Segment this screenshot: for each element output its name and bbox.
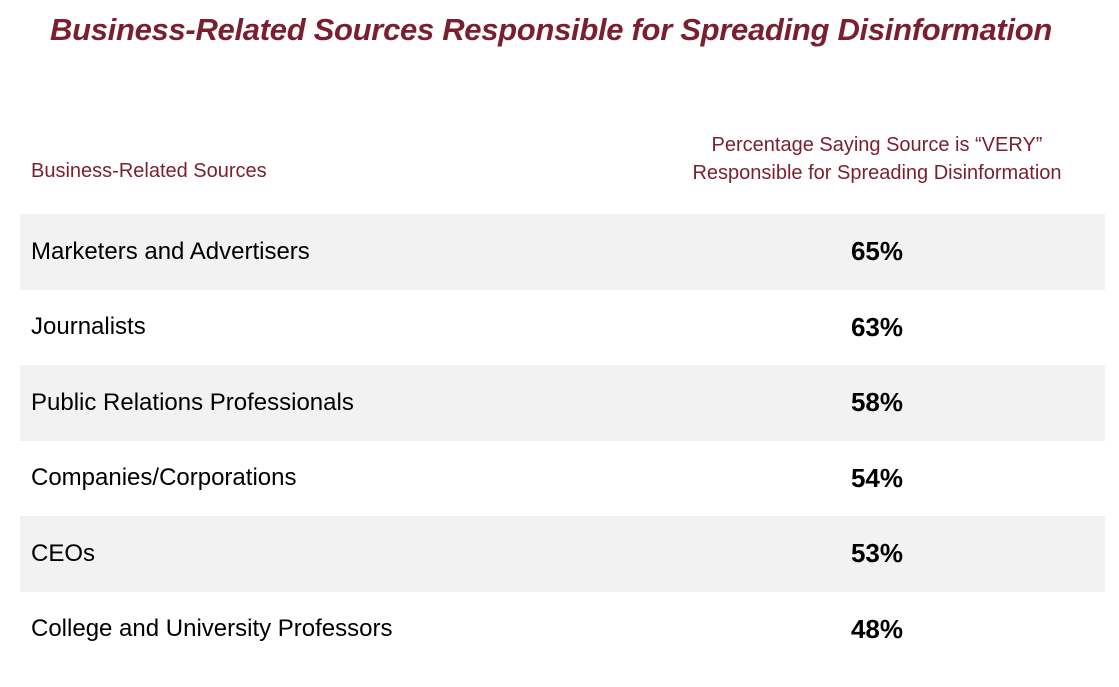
row-label: College and University Professors <box>31 615 393 643</box>
table-row: Marketers and Advertisers 65% <box>20 214 1105 290</box>
row-label: Public Relations Professionals <box>31 388 354 416</box>
data-table: Marketers and Advertisers 65% Journalist… <box>20 214 1105 667</box>
row-value: 53% <box>850 538 904 569</box>
column-header-sources: Business-Related Sources <box>31 160 267 182</box>
column-header-percentage: Percentage Saying Source is “VERY” Respo… <box>660 131 1094 187</box>
row-value: 58% <box>850 387 904 418</box>
row-label: Journalists <box>31 313 146 341</box>
row-value: 63% <box>850 311 904 342</box>
row-value: 48% <box>850 613 904 644</box>
row-value: 65% <box>850 236 904 267</box>
table-row: Companies/Corporations 54% <box>20 441 1105 517</box>
row-label: Marketers and Advertisers <box>31 237 310 265</box>
table-row: College and University Professors 48% <box>20 592 1105 668</box>
row-label: CEOs <box>31 539 96 567</box>
column-header-percentage-line1: Percentage Saying Source is “VERY” <box>711 134 1043 156</box>
chart-title: Business-Related Sources Responsible for… <box>50 12 1052 47</box>
row-value: 54% <box>850 462 904 493</box>
row-label: Companies/Corporations <box>31 464 297 492</box>
table-row: CEOs 53% <box>20 516 1105 592</box>
column-header-percentage-line2: Responsible for Spreading Disinformation <box>692 162 1062 184</box>
table-row: Journalists 63% <box>20 290 1105 366</box>
table-row: Public Relations Professionals 58% <box>20 365 1105 441</box>
